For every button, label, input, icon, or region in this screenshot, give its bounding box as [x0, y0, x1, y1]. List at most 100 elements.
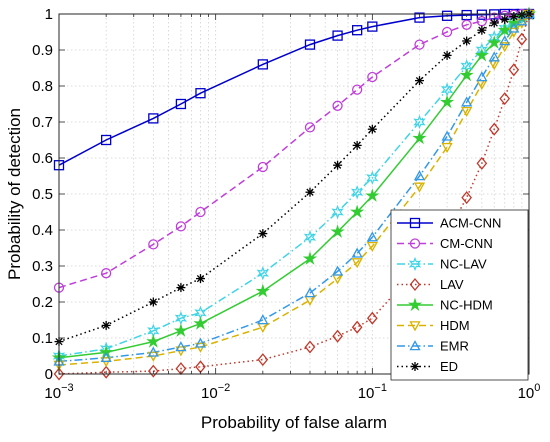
- series-line-nc-lav: [58, 13, 530, 357]
- data-point-nc-lav: [256, 266, 269, 281]
- data-point-cm-cnn: [304, 122, 316, 133]
- data-point-lav: [332, 329, 343, 343]
- data-point-cm-cnn: [175, 221, 187, 232]
- data-point-nc-lav: [331, 204, 344, 220]
- data-point-acm-cnn: [175, 98, 187, 110]
- y-tick-labels: 0 0.1 0.2 0.3 0.4 0.5 0.6 0.7 0.8 0.9 1: [32, 6, 53, 383]
- data-point-ed: [176, 283, 186, 293]
- data-point-acm-cnn: [367, 21, 378, 32]
- data-point-cm-cnn: [352, 84, 363, 95]
- data-point-nc-hdm: [349, 204, 365, 219]
- data-point-emr: [499, 35, 511, 46]
- data-point-nc-hdm: [439, 94, 455, 109]
- data-point-nc-lav: [351, 185, 364, 200]
- data-point-nc-hdm: [412, 130, 427, 145]
- data-point-emr: [508, 22, 520, 33]
- data-point-emr: [194, 337, 207, 348]
- data-point-emr: [147, 346, 159, 357]
- x-tick-label: 10−2: [201, 382, 230, 402]
- y-tick-label: 0.7: [32, 114, 53, 131]
- data-point-acm-cnn: [414, 12, 425, 23]
- data-point-acm-cnn: [441, 10, 453, 21]
- data-point-acm-cnn: [332, 30, 343, 41]
- y-tick-label: 0.1: [32, 330, 53, 347]
- data-point-cm-cnn: [257, 161, 268, 173]
- data-point-emr: [175, 341, 187, 352]
- data-point-cm-cnn: [101, 268, 112, 279]
- data-point-lav: [499, 92, 511, 106]
- data-point-acm-cnn: [461, 9, 472, 21]
- legend-label-ed: ED: [440, 359, 458, 374]
- data-point-ed: [101, 320, 111, 330]
- legend-marker-emr: [409, 340, 421, 351]
- data-point-nc-lav: [303, 230, 317, 245]
- data-point-cm-cnn: [332, 100, 343, 111]
- y-tick-label: 1: [45, 6, 53, 23]
- data-point-emr: [441, 130, 453, 141]
- data-point-lav: [516, 32, 528, 46]
- data-point-nc-hdm: [255, 283, 270, 298]
- data-point-nc-hdm: [330, 224, 345, 238]
- data-point-cm-cnn: [367, 71, 378, 83]
- data-point-lav: [257, 353, 269, 367]
- data-point-emr: [516, 15, 528, 26]
- y-tick-label: 0.6: [32, 150, 53, 167]
- data-point-hdm: [516, 18, 528, 29]
- data-point-nc-hdm: [193, 316, 208, 330]
- y-tick-label: 0.3: [32, 258, 53, 275]
- legend-box: [390, 209, 529, 381]
- data-point-ed: [258, 229, 268, 239]
- data-point-acm-cnn: [352, 25, 363, 36]
- legend-label-lav: LAV: [440, 277, 464, 292]
- data-point-emr: [413, 170, 426, 181]
- legend-label-cm-cnn: CM-CNN: [440, 236, 493, 251]
- data-point-nc-hdm: [146, 334, 161, 348]
- data-point-ed: [352, 140, 362, 150]
- legend: ACM-CNN CM-CNN NC-LAV LAV NC-HDM HDM EMR ED: [390, 209, 529, 381]
- y-tick-label: 0.5: [32, 186, 53, 203]
- data-point-lav: [53, 367, 65, 381]
- data-point-lav: [461, 191, 472, 205]
- x-tick-label: 10−3: [44, 382, 73, 402]
- data-point-hdm: [366, 241, 378, 253]
- data-point-lav: [508, 63, 520, 77]
- data-point-acm-cnn: [148, 113, 159, 124]
- data-point-ed: [333, 160, 343, 170]
- legend-marker-ed: [410, 362, 420, 371]
- data-point-ed: [462, 36, 472, 46]
- y-tick-label: 0.4: [32, 222, 53, 239]
- data-point-nc-lav: [366, 170, 379, 185]
- data-point-emr: [351, 247, 363, 258]
- data-point-hdm: [499, 42, 511, 53]
- legend-marker-acm-cnn: [409, 217, 421, 229]
- data-point-emr: [304, 287, 316, 298]
- legend-marker-hdm: [409, 321, 421, 332]
- data-point-nc-hdm: [474, 47, 490, 62]
- x-tick-label: 10−1: [358, 382, 387, 402]
- legend-label-hdm: HDM: [440, 318, 470, 333]
- data-point-ed: [305, 187, 315, 197]
- y-tick-label: 0.8: [32, 78, 53, 95]
- series-line-emr: [58, 13, 530, 363]
- y-tick-label: 0.2: [32, 294, 53, 311]
- series-line-lav: [58, 13, 530, 375]
- data-point-acm-cnn: [476, 9, 487, 20]
- x-axis-label: Probability of false alarm: [201, 413, 387, 432]
- data-point-emr: [257, 314, 269, 325]
- data-point-emr: [331, 265, 344, 276]
- data-point-ed: [489, 18, 499, 28]
- data-point-cm-cnn: [148, 239, 159, 250]
- data-point-ed: [477, 25, 487, 35]
- data-point-nc-lav: [413, 114, 426, 130]
- data-point-hdm: [461, 106, 473, 118]
- data-point-emr: [366, 231, 378, 242]
- data-point-nc-hdm: [302, 251, 318, 265]
- legend-label-nc-lav: NC-LAV: [440, 257, 487, 272]
- data-point-lav: [366, 311, 378, 325]
- data-point-hdm: [441, 142, 453, 154]
- data-point-emr: [461, 96, 473, 107]
- legend-marker-lav: [409, 277, 421, 292]
- data-point-acm-cnn: [195, 88, 206, 99]
- data-point-acm-cnn: [101, 134, 112, 146]
